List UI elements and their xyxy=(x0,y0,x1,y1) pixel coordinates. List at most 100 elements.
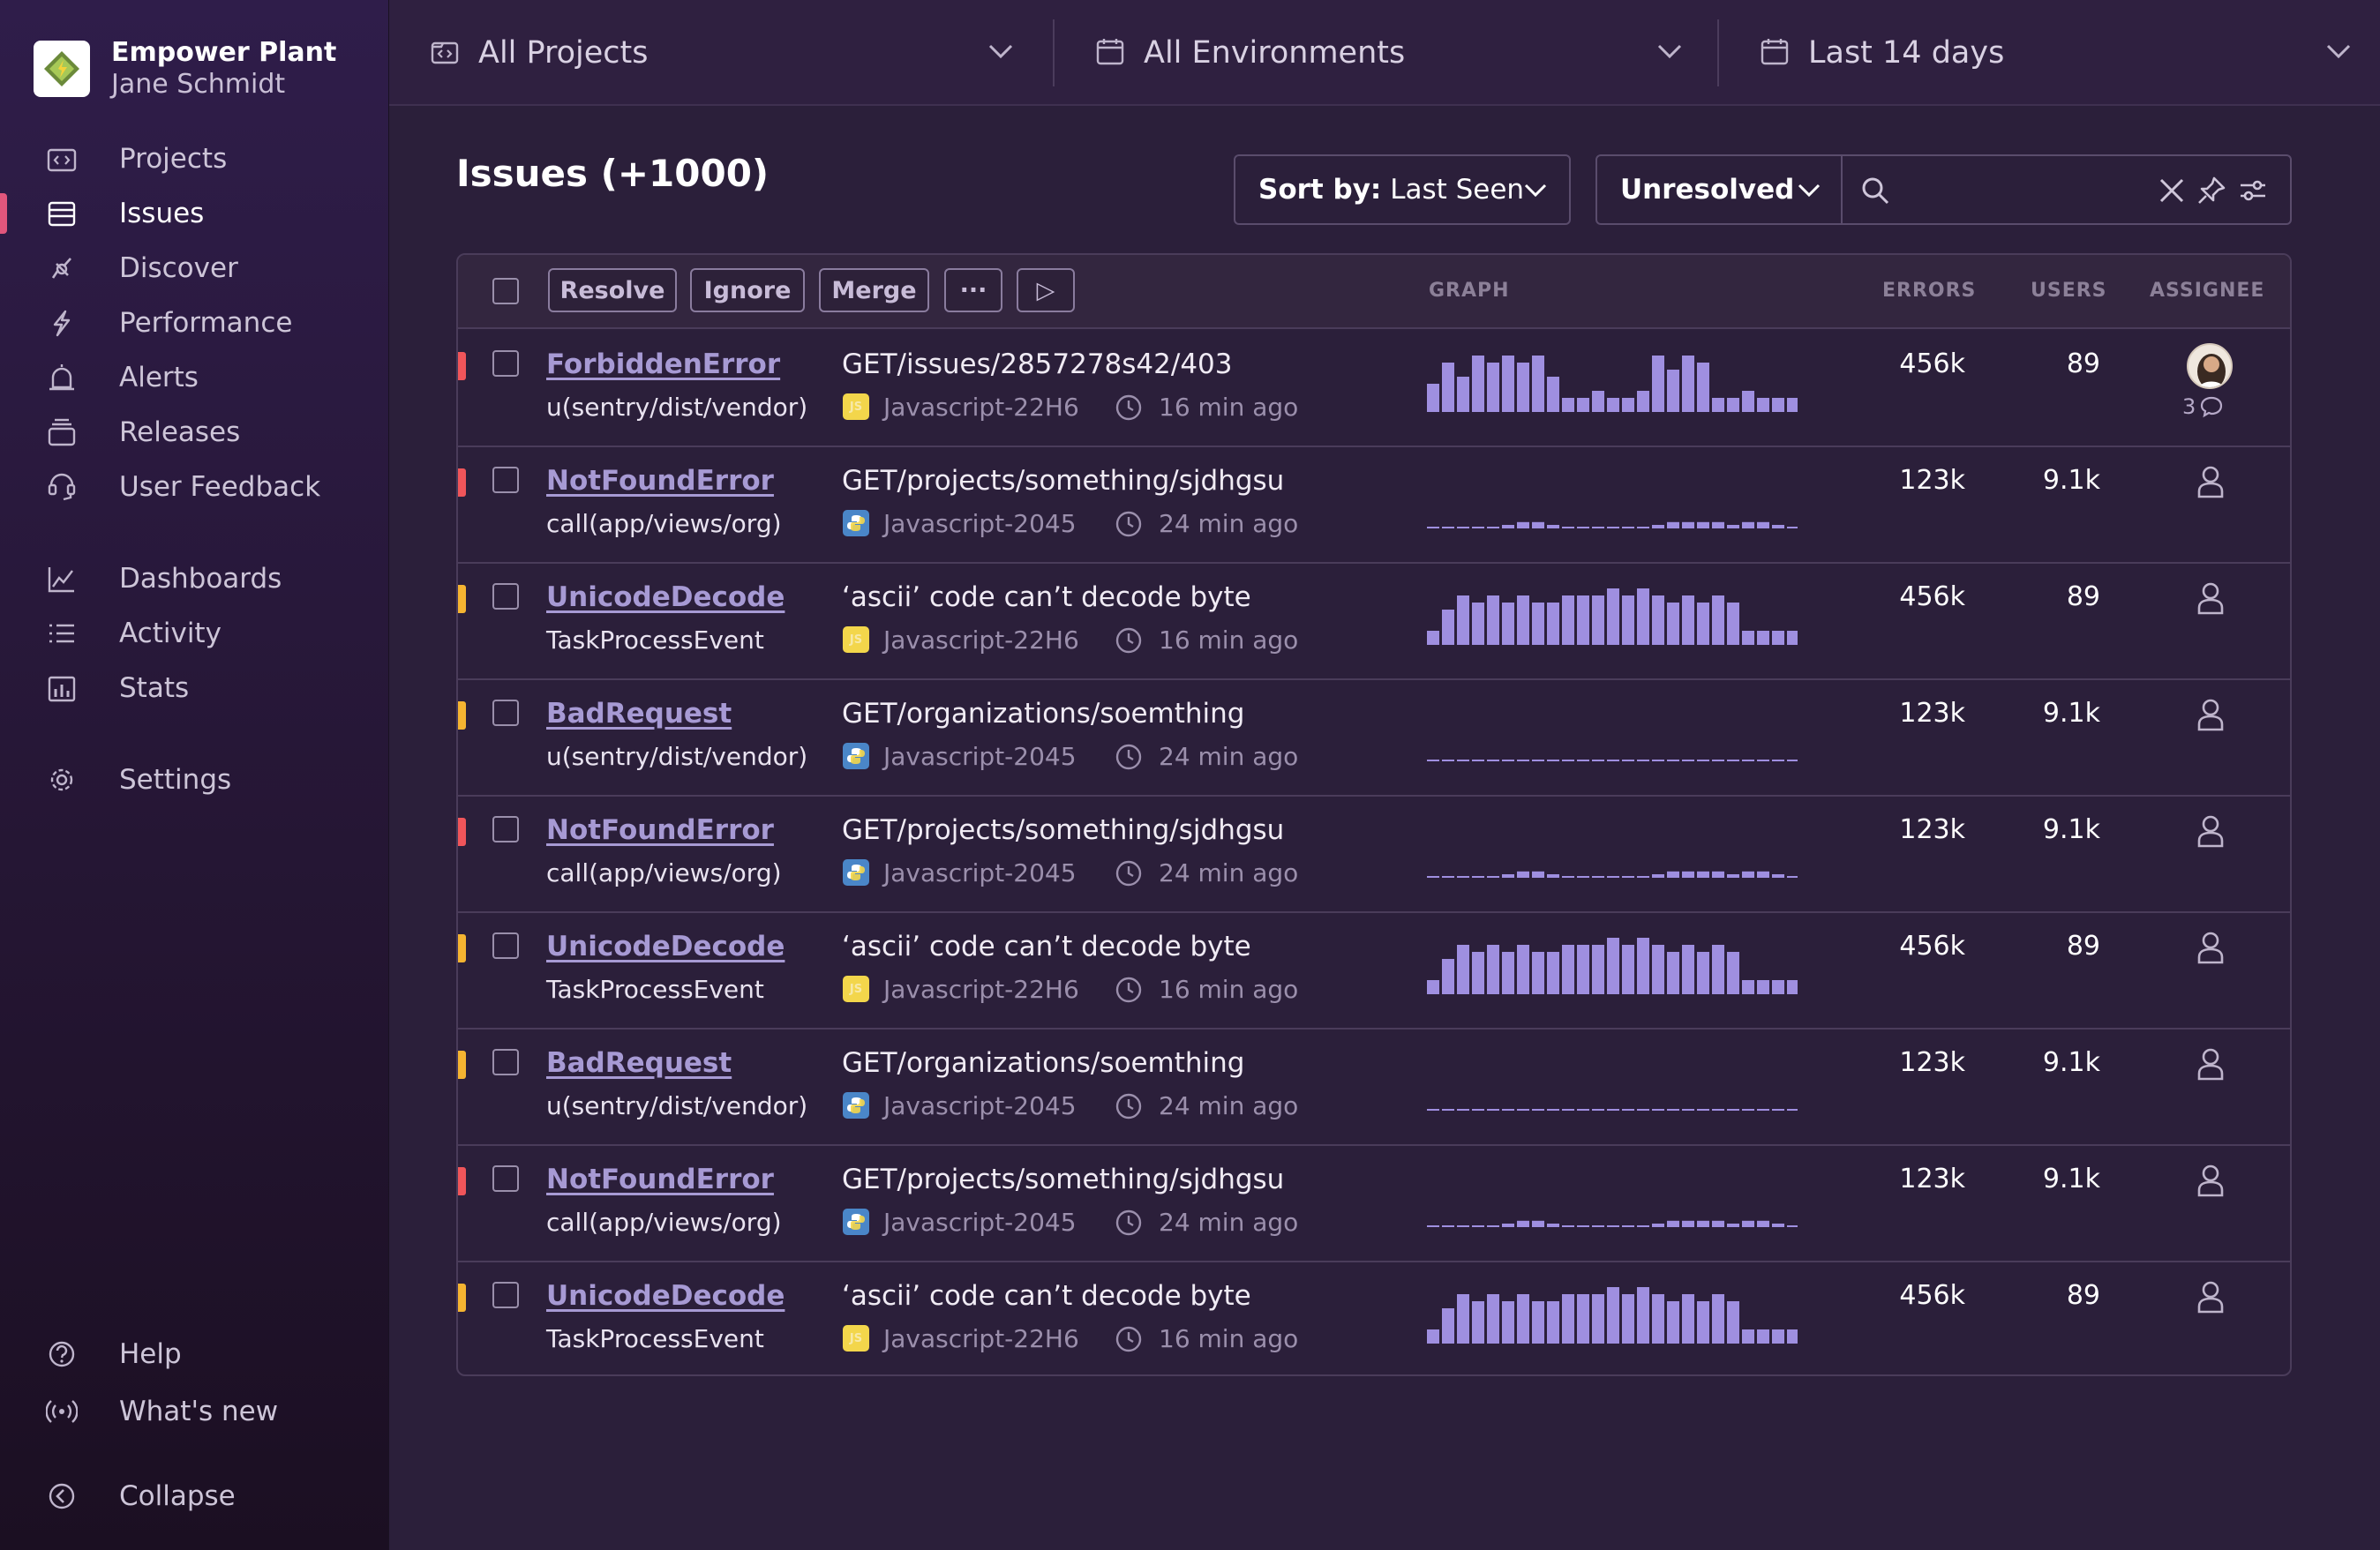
play-realtime-button[interactable]: ▷ xyxy=(1017,268,1075,312)
filter-bar: All Projects All Environments Last 14 da… xyxy=(389,0,2380,106)
sidebar-item-settings[interactable]: Settings xyxy=(0,753,389,807)
issue-row[interactable]: NotFoundError call(app/views/org) GET/proj… xyxy=(458,1146,2290,1262)
last-seen-time: 16 min ago xyxy=(1159,975,1299,1004)
graph-bar xyxy=(1697,521,1709,528)
calendar-icon xyxy=(1761,39,1789,65)
issue-row[interactable]: BadRequest u(sentry/dist/vendor) GET/organ… xyxy=(458,1030,2290,1146)
graph-bar xyxy=(1562,1109,1574,1111)
sidebar-item-what-s-new[interactable]: What's new xyxy=(0,1384,389,1439)
comment-count[interactable]: 3 xyxy=(2182,394,2224,419)
select-all-checkbox[interactable] xyxy=(492,278,519,304)
issue-title-link[interactable]: UnicodeDecode xyxy=(546,931,785,962)
graph-bar xyxy=(1667,1301,1679,1344)
sidebar: Empower Plant Jane Schmidt Projects Issue… xyxy=(0,0,389,1550)
unassigned-user-icon[interactable] xyxy=(2188,578,2234,624)
resolve-button[interactable]: Resolve xyxy=(548,268,677,312)
org-switcher[interactable]: Empower Plant Jane Schmidt xyxy=(34,37,336,101)
row-checkbox[interactable] xyxy=(492,1049,519,1075)
issue-row[interactable]: UnicodeDecode TaskProcessEvent ‘ascii’ cod… xyxy=(458,1262,2290,1374)
graph-bar xyxy=(1427,1329,1439,1344)
sidebar-item-stats[interactable]: Stats xyxy=(0,661,389,715)
row-checkbox[interactable] xyxy=(492,1282,519,1308)
clock-icon xyxy=(1115,744,1142,770)
row-checkbox[interactable] xyxy=(492,350,519,377)
issue-title-link[interactable]: NotFoundError xyxy=(546,1164,774,1195)
row-checkbox[interactable] xyxy=(492,467,519,493)
sidebar-item-projects[interactable]: Projects xyxy=(0,131,389,186)
graph-bar xyxy=(1622,760,1634,761)
issue-title-link[interactable]: BadRequest xyxy=(546,698,732,730)
pin-search-icon[interactable] xyxy=(2196,176,2226,206)
graph-bar xyxy=(1502,525,1514,528)
org-logo xyxy=(34,41,90,97)
clock-icon xyxy=(1115,860,1142,887)
clear-search-icon[interactable] xyxy=(2157,176,2187,206)
status-dropdown[interactable]: Unresolved xyxy=(1595,154,1843,225)
graph-bar xyxy=(1742,871,1754,878)
unassigned-user-icon[interactable] xyxy=(2188,927,2234,973)
issue-title-link[interactable]: UnicodeDecode xyxy=(546,581,785,613)
issue-title-link[interactable]: UnicodeDecode xyxy=(546,1280,785,1312)
graph-bar xyxy=(1532,1109,1544,1111)
chevron-down-icon xyxy=(2326,44,2351,59)
issue-title-link[interactable]: NotFoundError xyxy=(546,814,774,846)
sidebar-item-collapse[interactable]: Collapse xyxy=(0,1469,389,1524)
more-actions-button[interactable]: ··· xyxy=(944,268,1002,312)
graph-bar xyxy=(1457,527,1469,528)
graph-bar xyxy=(1442,610,1454,645)
issue-row[interactable]: UnicodeDecode TaskProcessEvent ‘ascii’ cod… xyxy=(458,564,2290,680)
assignee-avatar[interactable] xyxy=(2187,343,2233,389)
date-range-filter[interactable]: Last 14 days xyxy=(1719,0,2380,106)
graph-bar xyxy=(1697,1220,1709,1227)
sidebar-item-discover[interactable]: Discover xyxy=(0,241,389,296)
sort-dropdown[interactable]: Sort by: Last Seen xyxy=(1234,154,1571,225)
row-checkbox[interactable] xyxy=(492,1165,519,1192)
issue-title-link[interactable]: ForbiddenError xyxy=(546,348,781,380)
graph-bar xyxy=(1547,1224,1559,1227)
users-count: 89 xyxy=(2066,1280,2100,1311)
unassigned-user-icon[interactable] xyxy=(2188,811,2234,857)
environment-filter[interactable]: All Environments xyxy=(1055,0,1718,106)
issue-culprit: u(sentry/dist/vendor) xyxy=(546,742,808,771)
sidebar-item-releases[interactable]: Releases xyxy=(0,405,389,460)
sidebar-item-issues[interactable]: Issues xyxy=(0,186,389,241)
graph-bar xyxy=(1457,945,1469,994)
issue-title-link[interactable]: NotFoundError xyxy=(546,465,774,497)
unassigned-user-icon[interactable] xyxy=(2188,1044,2234,1089)
graph-bar xyxy=(1502,1224,1514,1227)
unassigned-user-icon[interactable] xyxy=(2188,1277,2234,1322)
unassigned-user-icon[interactable] xyxy=(2188,1160,2234,1206)
search-options-icon[interactable] xyxy=(2238,176,2268,206)
graph-bar xyxy=(1562,1225,1574,1227)
ignore-button[interactable]: Ignore xyxy=(690,268,805,312)
row-checkbox[interactable] xyxy=(492,816,519,842)
issue-row[interactable]: UnicodeDecode TaskProcessEvent ‘ascii’ cod… xyxy=(458,913,2290,1030)
settings-icon xyxy=(50,768,73,791)
issue-title-link[interactable]: BadRequest xyxy=(546,1047,732,1079)
sidebar-item-activity[interactable]: Activity xyxy=(0,606,389,661)
sidebar-item-performance[interactable]: Performance xyxy=(0,296,389,350)
graph-bar xyxy=(1517,1109,1529,1111)
graph-bar xyxy=(1652,874,1664,878)
issue-row[interactable]: NotFoundError call(app/views/org) GET/proj… xyxy=(458,447,2290,564)
row-checkbox[interactable] xyxy=(492,932,519,959)
project-filter[interactable]: All Projects xyxy=(389,0,1053,106)
search-input[interactable] xyxy=(1904,165,2187,214)
graph-bar xyxy=(1592,527,1604,528)
unassigned-user-icon[interactable] xyxy=(2188,694,2234,740)
issue-row[interactable]: BadRequest u(sentry/dist/vendor) GET/organ… xyxy=(458,680,2290,797)
sidebar-item-user-feedback[interactable]: User Feedback xyxy=(0,460,389,514)
sidebar-item-dashboards[interactable]: Dashboards xyxy=(0,551,389,606)
graph-bar xyxy=(1727,1224,1739,1227)
row-checkbox[interactable] xyxy=(492,700,519,726)
issue-row[interactable]: ForbiddenError u(sentry/dist/vendor) GET/i… xyxy=(458,331,2290,447)
sidebar-item-alerts[interactable]: Alerts xyxy=(0,350,389,405)
graph-bar xyxy=(1502,1301,1514,1344)
graph-bar xyxy=(1757,631,1769,645)
graph-bar xyxy=(1502,874,1514,878)
sidebar-item-help[interactable]: Help xyxy=(0,1327,389,1382)
row-checkbox[interactable] xyxy=(492,583,519,610)
merge-button[interactable]: Merge xyxy=(819,268,929,312)
issue-row[interactable]: NotFoundError call(app/views/org) GET/proj… xyxy=(458,797,2290,913)
unassigned-user-icon[interactable] xyxy=(2188,461,2234,507)
